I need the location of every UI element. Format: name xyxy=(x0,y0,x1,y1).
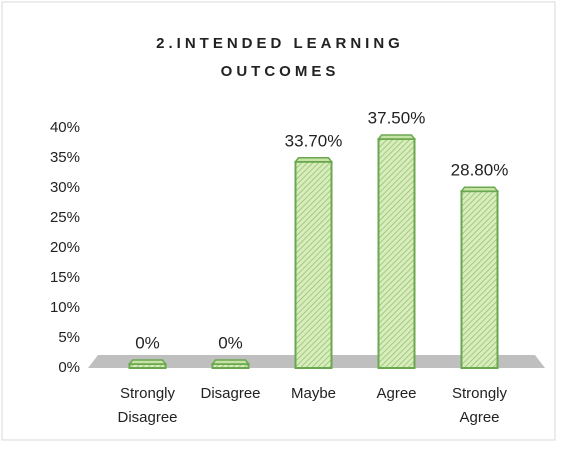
y-tick-label: 20% xyxy=(50,239,80,256)
bar-front xyxy=(377,138,416,369)
data-label: 0% xyxy=(135,333,160,352)
bar-top xyxy=(211,359,250,365)
x-tick-label: Agree xyxy=(376,385,417,402)
chart-title: 2.INTENDED LEARNING OUTCOMES xyxy=(156,35,404,80)
y-tick-label: 5% xyxy=(58,329,80,346)
bar-top xyxy=(460,186,499,192)
bar xyxy=(377,134,416,369)
y-tick-label: 35% xyxy=(50,149,80,166)
x-tick-label: Strongly Disagree xyxy=(117,385,178,426)
chart-border xyxy=(1,1,556,441)
bar xyxy=(211,359,250,369)
bar-top xyxy=(377,134,416,140)
y-tick-label: 40% xyxy=(50,119,80,136)
data-label: 37.50% xyxy=(368,108,426,127)
y-tick-label: 30% xyxy=(50,179,80,196)
bar xyxy=(460,186,499,369)
y-tick-label: 10% xyxy=(50,299,80,316)
bar xyxy=(128,359,167,369)
data-label: 33.70% xyxy=(285,131,343,150)
y-tick-label: 15% xyxy=(50,269,80,286)
bar xyxy=(294,157,333,369)
x-tick-label: Strongly Agree xyxy=(451,385,508,426)
bar-top xyxy=(294,157,333,163)
data-label: 0% xyxy=(218,333,243,352)
bar-front xyxy=(460,190,499,369)
y-tick-label: 0% xyxy=(58,359,80,376)
bar-top xyxy=(128,359,167,365)
bar-front xyxy=(294,160,333,369)
y-tick-label: 25% xyxy=(50,209,80,226)
data-label: 28.80% xyxy=(451,161,509,180)
x-tick-label: Disagree xyxy=(200,385,261,402)
x-tick-label: Maybe xyxy=(290,385,337,402)
